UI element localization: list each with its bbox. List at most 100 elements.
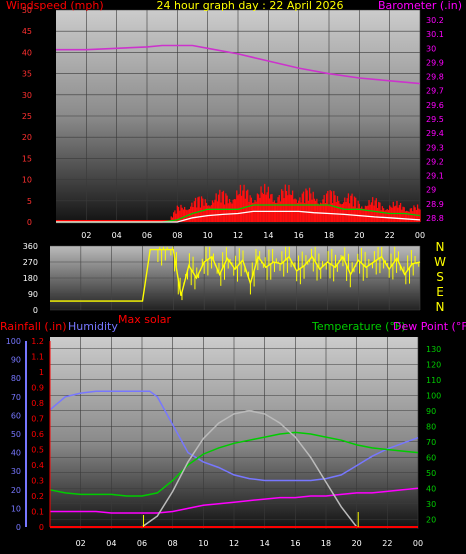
- wind-tick-label: 20: [22, 133, 32, 142]
- rain-tick-label: 0.2: [31, 492, 44, 501]
- wind-x-tick-label: 06: [142, 231, 152, 240]
- rain-tick-label: 0.5: [31, 446, 44, 455]
- wind-series: [56, 44, 421, 223]
- compass-label: S: [436, 270, 444, 284]
- barometer-right-ticks: 28.8 28.9 29 29.1 29.2 29.3 29.4 29.5 29.6 29.7 29…: [426, 16, 444, 223]
- wind-tick-label: 35: [22, 70, 32, 79]
- direction-left-ticks: 0 90 180 270 360: [23, 242, 38, 315]
- wind-tick-label: 0: [27, 218, 32, 227]
- barometer-line: [56, 44, 421, 85]
- barometer-tick-label: 29.3: [426, 143, 444, 152]
- direction-tick-label: 270: [23, 258, 38, 267]
- temp-grid: [50, 337, 419, 529]
- temp-tick-label: 120: [426, 360, 441, 369]
- wind-tick-label: 5: [27, 197, 32, 206]
- wind-x-tick-label: 08: [172, 231, 182, 240]
- barometer-tick-label: 29.4: [426, 129, 444, 138]
- compass-label: E: [436, 285, 444, 299]
- wind-tick-label: 45: [22, 27, 32, 36]
- rain-tick-label: 0.3: [31, 477, 44, 486]
- temp-tick-label: 70: [426, 438, 436, 447]
- humidity-tick-label: 60: [11, 411, 21, 420]
- barometer-axis-label: Barometer (.in): [378, 0, 462, 12]
- temp-tick-label: 60: [426, 453, 436, 462]
- speed-line: [56, 210, 421, 223]
- wind-tick-label: 15: [22, 154, 32, 163]
- humidity-tick-label: 90: [11, 356, 21, 365]
- temp-tick-label: 100: [426, 391, 441, 400]
- direction-tick-label: 0: [33, 306, 38, 315]
- wind-barometer-chart: 24 hour graph day : 22 April 2026 Windsp…: [6, 0, 462, 240]
- barometer-tick-label: 30.1: [426, 30, 444, 39]
- wind-x-tick-label: 00: [415, 231, 425, 240]
- wind-x-tick-label: 12: [233, 231, 243, 240]
- rain-tick-label: 1: [39, 368, 44, 377]
- rain-tick-label: 0.9: [31, 384, 44, 393]
- wind-x-tick-label: 14: [263, 231, 273, 240]
- temp-humidity-chart: Max solar Rainfall (.in) Humidity Temper…: [0, 313, 466, 548]
- humidity-tick-label: 30: [11, 467, 21, 476]
- temp-x-tick-label: 00: [413, 539, 423, 548]
- wind-x-tick-label: 18: [324, 231, 334, 240]
- barometer-tick-label: 29.7: [426, 87, 444, 96]
- wind-x-tick-label: 10: [203, 231, 213, 240]
- max-solar-line: [50, 410, 418, 528]
- temp-x-tick-label: 08: [168, 539, 178, 548]
- temp-series: [49, 390, 419, 528]
- barometer-tick-label: 29.6: [426, 101, 444, 110]
- humidity-tick-label: 10: [11, 504, 21, 513]
- humidity-tick-label: 50: [11, 430, 21, 439]
- average-line: [56, 204, 421, 223]
- temp-x-tick-label: 22: [382, 539, 392, 548]
- temp-x-tick-label: 14: [260, 539, 270, 548]
- rain-tick-label: 0: [39, 523, 44, 532]
- direction-tick-label: 360: [23, 242, 38, 251]
- temp-tick-label: 30: [426, 500, 436, 509]
- wind-tick-label: 50: [22, 6, 32, 15]
- compass-label: N: [436, 300, 445, 314]
- rain-ticks: 0 0.1 0.2 0.3 0.4 0.5 0.6 0.7 0.8 0.9 1 1.1 1.2: [31, 337, 51, 532]
- humidity-ticks: 0 10 20 30 40 50 60 70 80 90 100: [6, 337, 27, 532]
- barometer-tick-label: 30: [426, 44, 436, 53]
- humidity-tick-label: 0: [16, 523, 21, 532]
- temp-ticks: 20 30 40 50 60 70 80 90 100 110 120 130: [426, 345, 441, 525]
- wind-x-tick-label: 16: [294, 231, 304, 240]
- wind-x-tick-label: 22: [385, 231, 395, 240]
- compass-label: N: [436, 240, 445, 254]
- rain-tick-label: 0.8: [31, 399, 44, 408]
- wind-x-tick-label: 04: [112, 231, 122, 240]
- direction-tick-label: 180: [23, 274, 38, 283]
- wind-x-tick-label: 02: [81, 231, 91, 240]
- temp-tick-label: 90: [426, 407, 436, 416]
- rain-tick-label: 0.6: [31, 430, 44, 439]
- wind-direction-line: [50, 248, 421, 302]
- humidity-tick-label: 100: [6, 337, 21, 346]
- barometer-tick-label: 30.2: [426, 16, 444, 25]
- barometer-tick-label: 29.5: [426, 115, 444, 124]
- temperature-axis-label: Temperature (°F): [311, 320, 406, 333]
- dewpoint-axis-label: Dew Point (°F): [393, 320, 466, 333]
- wind-grid: [56, 9, 421, 223]
- rain-tick-label: 0.4: [31, 461, 44, 470]
- rain-tick-label: 0.7: [31, 415, 44, 424]
- rain-tick-label: 1.1: [31, 353, 44, 362]
- humidity-tick-label: 70: [11, 393, 21, 402]
- temp-x-tick-label: 06: [137, 539, 147, 548]
- barometer-tick-label: 28.9: [426, 200, 444, 209]
- temp-x-tick-label: 12: [229, 539, 239, 548]
- chart-title: 24 hour graph day : 22 April 2026: [157, 0, 344, 12]
- temp-tick-label: 20: [426, 515, 436, 524]
- barometer-tick-label: 28.8: [426, 214, 444, 223]
- wind-tick-label: 25: [22, 112, 32, 121]
- direction-series: [50, 246, 421, 302]
- temp-tick-label: 50: [426, 469, 436, 478]
- max-solar-legend: Max solar: [118, 313, 171, 326]
- humidity-line: [49, 390, 419, 482]
- humidity-tick-label: 40: [11, 449, 21, 458]
- direction-tick-label: 90: [28, 290, 38, 299]
- humidity-tick-label: 80: [11, 374, 21, 383]
- temp-x-tick-label: 02: [76, 539, 86, 548]
- temp-x-tick-label: 16: [290, 539, 300, 548]
